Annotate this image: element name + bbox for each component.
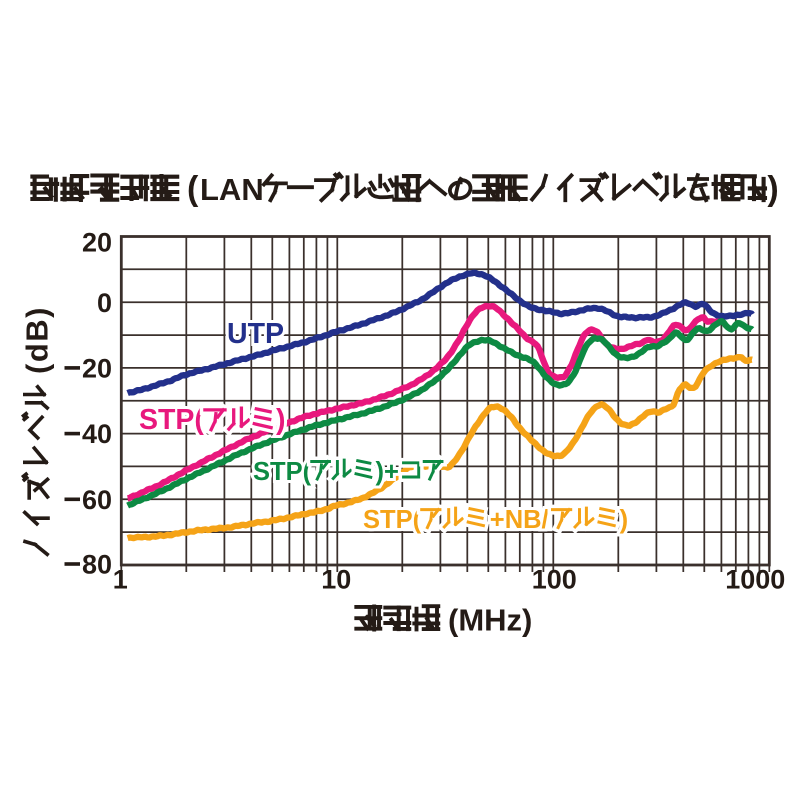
svg-text:(: ( xyxy=(187,170,199,208)
svg-text:+NB/: +NB/ xyxy=(490,506,549,534)
svg-text:STP(: STP( xyxy=(363,506,422,534)
svg-text:): ) xyxy=(620,506,629,534)
svg-text:1: 1 xyxy=(113,565,128,595)
svg-text:0: 0 xyxy=(97,288,112,318)
svg-text:STP(: STP( xyxy=(253,458,312,486)
svg-text:10: 10 xyxy=(321,565,351,595)
svg-text:40: 40 xyxy=(82,419,112,449)
svg-text:): ) xyxy=(276,404,286,436)
svg-text:(MHz): (MHz) xyxy=(448,603,532,638)
svg-text:STP(: STP( xyxy=(139,404,204,436)
svg-text:UTP: UTP xyxy=(227,318,284,350)
svg-text:)+: )+ xyxy=(376,458,399,486)
svg-text:LAN: LAN xyxy=(200,172,264,207)
svg-text:1000: 1000 xyxy=(725,565,785,595)
svg-text:): ) xyxy=(767,170,778,208)
svg-text:20: 20 xyxy=(82,228,112,258)
svg-text:80: 80 xyxy=(82,550,112,580)
svg-text:(dB): (dB) xyxy=(20,306,55,374)
svg-text:20: 20 xyxy=(82,354,112,384)
svg-text:100: 100 xyxy=(532,565,577,595)
svg-text:60: 60 xyxy=(82,485,112,515)
